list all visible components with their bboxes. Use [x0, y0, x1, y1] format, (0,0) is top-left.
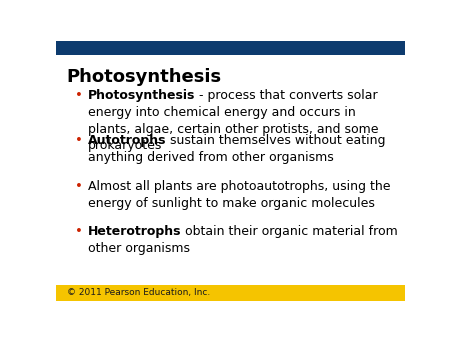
Text: Photosynthesis: Photosynthesis: [67, 68, 222, 86]
Bar: [56, 285, 405, 301]
Text: •: •: [76, 180, 83, 193]
Text: Heterotrophs: Heterotrophs: [88, 225, 181, 238]
Text: energy into chemical energy and occurs in: energy into chemical energy and occurs i…: [88, 105, 356, 119]
Text: prokaryotes: prokaryotes: [88, 140, 162, 152]
Text: •: •: [76, 89, 83, 102]
Text: other organisms: other organisms: [88, 242, 189, 255]
Text: obtain their organic material from: obtain their organic material from: [181, 225, 398, 238]
Text: •: •: [76, 225, 83, 238]
Bar: [56, 41, 405, 55]
Text: Autotrophs: Autotrophs: [88, 134, 166, 147]
Text: Photosynthesis: Photosynthesis: [88, 89, 195, 102]
Text: plants, algae, certain other protists, and some: plants, algae, certain other protists, a…: [88, 123, 378, 136]
Text: © 2011 Pearson Education, Inc.: © 2011 Pearson Education, Inc.: [67, 288, 210, 297]
Text: •: •: [76, 134, 83, 147]
Text: Almost all plants are photoautotrophs, using the: Almost all plants are photoautotrophs, u…: [88, 180, 390, 193]
Text: anything derived from other organisms: anything derived from other organisms: [88, 151, 333, 164]
Text: - process that converts solar: - process that converts solar: [195, 89, 378, 102]
Text: energy of sunlight to make organic molecules: energy of sunlight to make organic molec…: [88, 197, 374, 210]
Text: sustain themselves without eating: sustain themselves without eating: [166, 134, 386, 147]
